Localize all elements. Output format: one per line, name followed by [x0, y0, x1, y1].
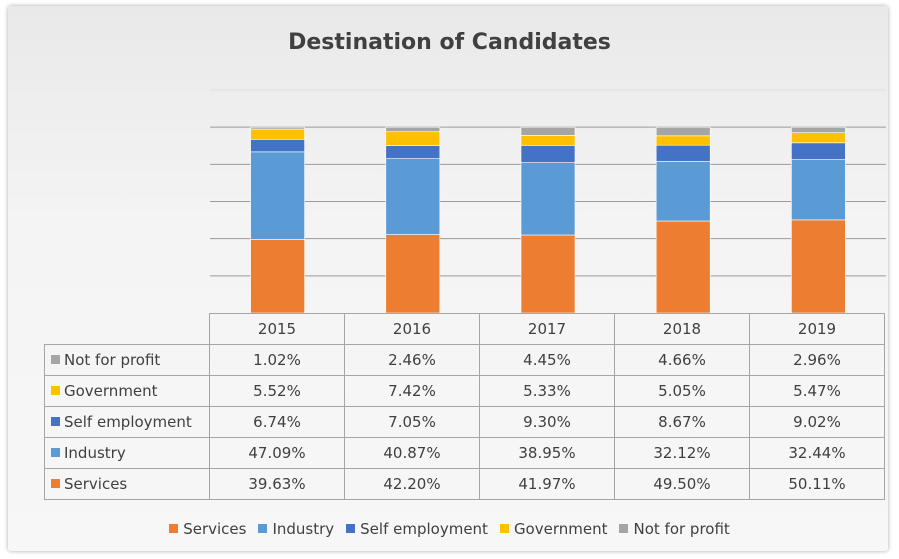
- bar-self-employment-2016: [385, 145, 441, 159]
- table-cell-industry-2017: 38.95%: [479, 437, 615, 469]
- legend-item-not-for-profit: Not for profit: [619, 520, 730, 538]
- bar-services-2016: [385, 234, 441, 314]
- table-cell-not-for-profit-2016: 2.46%: [344, 344, 480, 376]
- bar-government-2019: [791, 132, 846, 144]
- table-cell-industry-2015: 47.09%: [209, 437, 345, 469]
- table-row-label-text: Government: [64, 382, 158, 400]
- legend-key-not-for-profit: [51, 355, 60, 364]
- table-cell-services-2019: 50.11%: [749, 468, 885, 500]
- legend-item-government: Government: [499, 520, 608, 538]
- table-row-label: Not for profit: [44, 344, 210, 376]
- table-cell-services-2015: 39.63%: [209, 468, 345, 500]
- table-cell-self-employment-2015: 6.74%: [209, 406, 345, 438]
- table-row-label-text: Services: [64, 475, 128, 493]
- legend-swatch: [619, 524, 629, 533]
- table-row-label: Self employment: [44, 406, 210, 438]
- table-cell-industry-2018: 32.12%: [614, 437, 750, 469]
- table-cell-government-2016: 7.42%: [344, 375, 480, 407]
- table-header-2015: 2015: [209, 313, 345, 345]
- bar-government-2015: [250, 128, 305, 140]
- bar-industry-2018: [655, 161, 711, 222]
- bar-self-employment-2019: [791, 142, 846, 160]
- table-row-label: Services: [44, 468, 210, 500]
- table-cell-self-employment-2017: 9.30%: [479, 406, 615, 438]
- bar-government-2016: [385, 131, 441, 146]
- table-cell-industry-2019: 32.44%: [749, 437, 885, 469]
- table-row-label: Industry: [44, 437, 210, 469]
- legend-key-services: [51, 479, 60, 488]
- table-cell-government-2018: 5.05%: [614, 375, 750, 407]
- table-cell-not-for-profit-2019: 2.96%: [749, 344, 885, 376]
- table-cell-services-2018: 49.50%: [614, 468, 750, 500]
- table-cell-not-for-profit-2018: 4.66%: [614, 344, 750, 376]
- bar-industry-2017: [520, 162, 576, 236]
- bar-services-2015: [250, 239, 305, 314]
- legend-item-self-employment: Self employment: [346, 520, 488, 538]
- table-cell-services-2017: 41.97%: [479, 468, 615, 500]
- table-header-2016: 2016: [344, 313, 480, 345]
- table-header-2018: 2018: [614, 313, 750, 345]
- bar-not-for-profit-2015: [250, 126, 305, 130]
- bar-services-2019: [791, 219, 846, 314]
- bar-not-for-profit-2018: [655, 126, 711, 137]
- table-cell-not-for-profit-2017: 4.45%: [479, 344, 615, 376]
- bar-industry-2019: [791, 159, 846, 221]
- legend-label: Self employment: [360, 520, 488, 538]
- bar-services-2017: [520, 234, 576, 314]
- legend-swatch: [346, 524, 356, 533]
- table-header-row: 2015 2016 2017 2018 2019: [44, 313, 885, 345]
- legend-swatch: [169, 524, 179, 533]
- legend-item-industry: Industry: [258, 520, 334, 538]
- table-header-2019: 2019: [749, 313, 885, 345]
- legend-label: Services: [183, 520, 247, 538]
- bar-self-employment-2018: [655, 144, 711, 162]
- legend-key-self-employment: [51, 417, 60, 426]
- table-row-not-for-profit: Not for profit 1.02% 2.46% 4.45% 4.66% 2.96%: [44, 344, 885, 376]
- table-row-government: Government 5.52% 7.42% 5.33% 5.05% 5.47%: [44, 375, 885, 407]
- bar-industry-2015: [250, 151, 305, 240]
- table-header-2017: 2017: [479, 313, 615, 345]
- bar-not-for-profit-2017: [520, 126, 576, 136]
- bar-not-for-profit-2016: [385, 126, 441, 133]
- bar-not-for-profit-2019: [791, 126, 846, 133]
- table-row-label: Government: [44, 375, 210, 407]
- legend-label: Government: [513, 520, 608, 538]
- legend-key-government: [51, 386, 60, 395]
- table-cell-services-2016: 42.20%: [344, 468, 480, 500]
- legend-label: Not for profit: [633, 520, 730, 538]
- data-table: 2015 2016 2017 2018 2019 Not for profit 1.02%…: [44, 313, 885, 500]
- table-cell-government-2019: 5.47%: [749, 375, 885, 407]
- table-cell-industry-2016: 40.87%: [344, 437, 480, 469]
- table-cell-self-employment-2018: 8.67%: [614, 406, 750, 438]
- chart-title: Destination of Candidates: [288, 30, 611, 55]
- bar-government-2018: [655, 135, 711, 146]
- table-corner-cell: [44, 313, 210, 345]
- legend-item-services: Services: [169, 520, 246, 538]
- table-row-label-text: Industry: [64, 444, 126, 462]
- legend-key-industry: [51, 448, 60, 457]
- table-cell-government-2017: 5.33%: [479, 375, 615, 407]
- table-row-industry: Industry 47.09% 40.87% 38.95% 32.12% 32.44%: [44, 437, 885, 469]
- legend: Services Industry Self employment Governmen…: [0, 520, 899, 538]
- bar-self-employment-2017: [520, 145, 576, 163]
- table-row-services: Services 39.63% 42.20% 41.97% 49.50% 50.11%: [44, 468, 885, 500]
- table-cell-not-for-profit-2015: 1.02%: [209, 344, 345, 376]
- bar-government-2017: [520, 135, 576, 146]
- bar-self-employment-2015: [250, 139, 305, 153]
- table-cell-self-employment-2019: 9.02%: [749, 406, 885, 438]
- table-row-label-text: Not for profit: [64, 351, 161, 369]
- legend-swatch: [499, 524, 509, 533]
- legend-swatch: [258, 524, 268, 533]
- legend-label: Industry: [272, 520, 335, 538]
- table-cell-self-employment-2016: 7.05%: [344, 406, 480, 438]
- table-row-self-employment: Self employment 6.74% 7.05% 9.30% 8.67% 9.02%: [44, 406, 885, 438]
- bar-services-2018: [655, 220, 711, 314]
- bar-industry-2016: [385, 158, 441, 235]
- table-cell-government-2015: 5.52%: [209, 375, 345, 407]
- table-row-label-text: Self employment: [64, 413, 192, 431]
